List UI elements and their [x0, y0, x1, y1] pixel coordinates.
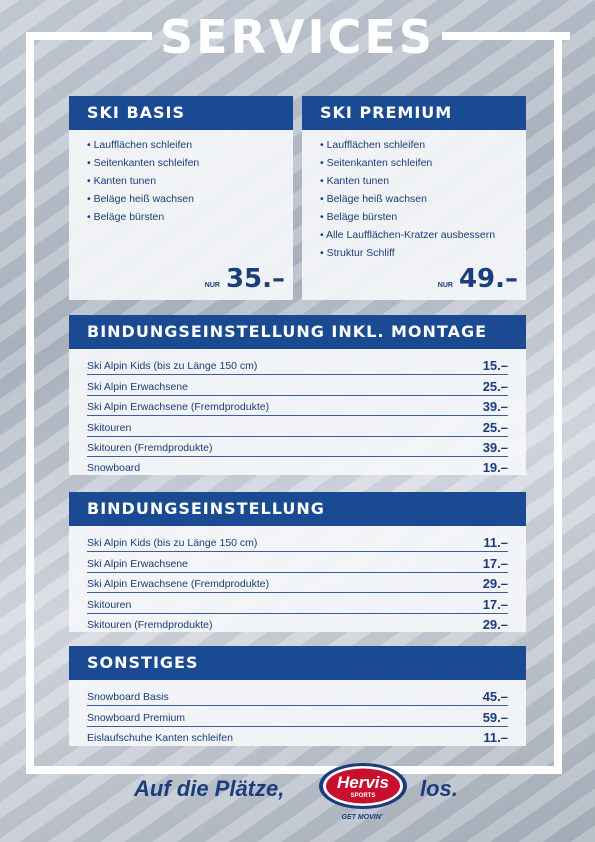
row-price: 11.–	[483, 730, 508, 746]
table-row: Ski Alpin Kids (bis zu Länge 150 cm) 11.–	[87, 532, 508, 553]
row-price: 29.–	[482, 576, 508, 592]
row-label: Ski Alpin Erwachsene (Fremdprodukte)	[87, 578, 270, 591]
page-title: SERVICES	[159, 10, 435, 64]
list-item: Laufflächen schleifen	[87, 136, 293, 154]
table-row: Snowboard Basis 45.–	[87, 686, 508, 707]
price-prefix: NUR	[437, 282, 453, 289]
price-table: Snowboard Basis 45.– Snowboard Premium 59.…	[69, 686, 526, 746]
row-label: Skitouren (Fremdprodukte)	[87, 618, 213, 631]
list-item: Alle Laufflächen-Kratzer ausbessern	[320, 226, 526, 244]
ski-basis-price: NUR 35.–	[205, 264, 285, 294]
row-label: Ski Alpin Erwachsene	[87, 380, 188, 393]
bindung-card: BINDUNGSEINSTELLUNG Ski Alpin Kids (bis …	[69, 492, 526, 632]
row-price: 29.–	[482, 616, 508, 632]
ski-basis-list: Laufflächen schleifen Seitenkanten schle…	[69, 136, 293, 226]
bindung-montage-card: BINDUNGSEINSTELLUNG INKL. MONTAGE Ski Al…	[69, 315, 526, 475]
table-row: Skitouren 25.–	[87, 416, 508, 437]
table-row: Ski Alpin Erwachsene (Fremdprodukte) 39.–	[87, 396, 508, 417]
tagline: GET MOVIN'	[341, 814, 383, 821]
table-row: Skitouren (Fremdprodukte) 39.–	[87, 437, 508, 457]
ski-basis-title: SKI BASIS	[69, 96, 293, 130]
list-item: Struktur Schliff	[320, 244, 526, 262]
sonstiges-title: SONSTIGES	[69, 646, 526, 680]
row-price: 11.–	[483, 535, 508, 551]
ski-premium-title: SKI PREMIUM	[302, 96, 526, 130]
list-item: Kanten tunen	[320, 172, 526, 190]
row-price: 39.–	[482, 399, 508, 415]
hervis-logo: Hervis SPORTS	[319, 763, 407, 809]
logo-sub: SPORTS	[351, 793, 376, 799]
row-price: 25.–	[482, 419, 508, 435]
ski-premium-price: NUR 49.–	[438, 264, 518, 294]
row-label: Ski Alpin Kids (bis zu Länge 150 cm)	[87, 537, 258, 550]
row-label: Snowboard Basis	[87, 691, 169, 704]
price-value: 35.–	[225, 264, 285, 294]
ski-premium-list: Laufflächen schleifen Seitenkanten schle…	[302, 136, 526, 262]
bindung-montage-title: BINDUNGSEINSTELLUNG INKL. MONTAGE	[69, 315, 526, 349]
row-price: 39.–	[482, 439, 508, 455]
row-price: 45.–	[482, 689, 508, 705]
list-item: Seitenkanten schleifen	[87, 154, 293, 172]
price-prefix: NUR	[204, 282, 220, 289]
row-label: Ski Alpin Kids (bis zu Länge 150 cm)	[87, 360, 258, 373]
frame-top-right	[442, 32, 570, 40]
slogan-right: los.	[420, 776, 458, 801]
logo-wordmark: Hervis	[337, 773, 389, 792]
row-label: Snowboard Premium	[87, 711, 186, 724]
table-row: Snowboard Premium 59.–	[87, 706, 508, 727]
row-price: 19.–	[482, 460, 508, 476]
list-item: Kanten tunen	[87, 172, 293, 190]
row-price: 59.–	[482, 709, 508, 725]
list-item: Beläge heiß wachsen	[320, 190, 526, 208]
row-price: 17.–	[482, 555, 508, 571]
white-frame	[26, 32, 562, 774]
table-row: Ski Alpin Erwachsene 17.–	[87, 552, 508, 573]
sonstiges-card: SONSTIGES Snowboard Basis 45.– Snowboard …	[69, 646, 526, 746]
price-table: Ski Alpin Kids (bis zu Länge 150 cm) 15.–…	[69, 355, 526, 476]
ski-premium-card: SKI PREMIUM Laufflächen schleifen Seiten…	[302, 96, 526, 300]
list-item: Beläge bürsten	[87, 208, 293, 226]
table-row: Eislaufschuhe Kanten schleifen 11.–	[87, 727, 508, 746]
row-price: 25.–	[482, 378, 508, 394]
frame-top-left	[26, 32, 152, 40]
price-value: 49.–	[458, 264, 518, 294]
table-row: Snowboard 19.–	[87, 457, 508, 476]
row-price: 17.–	[482, 596, 508, 612]
slogan: Auf die Plätze, los.	[0, 770, 595, 810]
row-label: Ski Alpin Erwachsene (Fremdprodukte)	[87, 401, 270, 414]
table-row: Ski Alpin Erwachsene (Fremdprodukte) 29.–	[87, 573, 508, 594]
table-row: Skitouren (Fremdprodukte) 29.–	[87, 614, 508, 633]
table-row: Ski Alpin Erwachsene 25.–	[87, 375, 508, 396]
row-label: Skitouren	[87, 421, 132, 434]
row-price: 15.–	[482, 358, 508, 374]
row-label: Ski Alpin Erwachsene	[87, 557, 188, 570]
table-row: Ski Alpin Kids (bis zu Länge 150 cm) 15.–	[87, 355, 508, 376]
table-row: Skitouren 17.–	[87, 593, 508, 614]
list-item: Laufflächen schleifen	[320, 136, 526, 154]
ski-basis-card: SKI BASIS Laufflächen schleifen Seitenka…	[69, 96, 293, 300]
row-label: Skitouren (Fremdprodukte)	[87, 441, 213, 454]
price-table: Ski Alpin Kids (bis zu Länge 150 cm) 11.–…	[69, 532, 526, 633]
row-label: Snowboard	[87, 462, 141, 475]
row-label: Eislaufschuhe Kanten schleifen	[87, 732, 233, 745]
list-item: Beläge bürsten	[320, 208, 526, 226]
row-label: Skitouren	[87, 598, 132, 611]
list-item: Seitenkanten schleifen	[320, 154, 526, 172]
bindung-title: BINDUNGSEINSTELLUNG	[69, 492, 526, 526]
list-item: Beläge heiß wachsen	[87, 190, 293, 208]
slogan-left: Auf die Plätze,	[134, 776, 285, 801]
